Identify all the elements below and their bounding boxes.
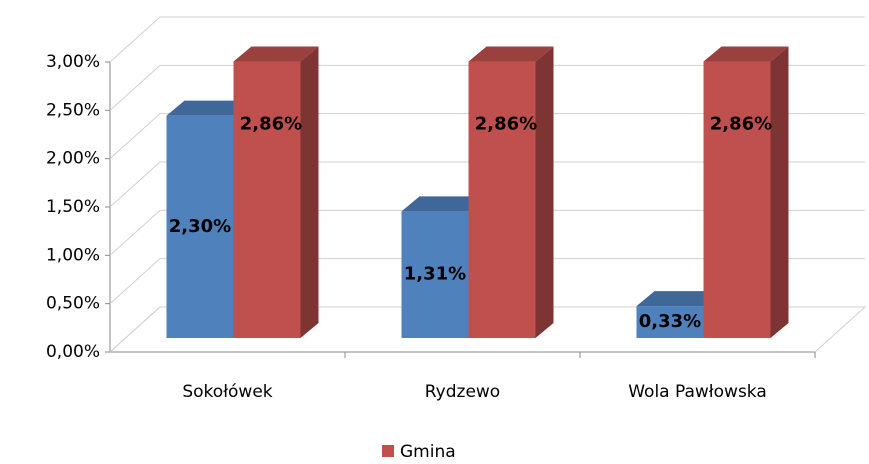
bar-side — [770, 46, 789, 339]
data-label: 2,86% — [710, 114, 772, 135]
grid-line — [109, 113, 865, 160]
data-label: 2,30% — [169, 216, 231, 237]
bar-side — [535, 46, 554, 339]
bar — [401, 211, 469, 338]
x-tick-label: Sokołówek — [182, 382, 272, 402]
bar-top — [233, 46, 319, 62]
data-label: 1,31% — [404, 264, 466, 285]
bar — [233, 61, 301, 339]
legend-label: Gmina — [400, 442, 456, 460]
y-tick-label: 2,50% — [46, 100, 100, 120]
bar-top — [401, 196, 487, 212]
grid-line — [109, 258, 865, 305]
bar-top — [166, 100, 252, 116]
legend-swatch — [382, 445, 394, 457]
y-tick-label: 1,50% — [46, 197, 100, 217]
grid-line — [109, 161, 865, 208]
bar-top — [636, 291, 722, 307]
bar-side — [300, 46, 319, 339]
grid-line — [109, 209, 865, 256]
y-tick-label: 2,00% — [46, 149, 100, 169]
grid-line — [109, 306, 865, 353]
bar — [636, 306, 704, 338]
grid-line — [109, 64, 865, 111]
data-label: 0,33% — [639, 311, 701, 332]
bar — [468, 61, 536, 339]
bar — [166, 115, 234, 339]
y-tick-label: 1,00% — [46, 245, 100, 265]
x-tick-label: Wola Pawłowska — [628, 382, 767, 402]
data-label: 2,86% — [240, 114, 302, 135]
bar-top — [468, 46, 554, 62]
y-tick-label: 0,00% — [46, 342, 100, 362]
grid-line — [109, 16, 865, 63]
bar-top — [703, 46, 789, 62]
x-tick-label: Rydzewo — [425, 382, 500, 402]
data-label: 2,86% — [475, 114, 537, 135]
y-tick-label: 3,00% — [46, 52, 100, 72]
y-tick-label: 0,50% — [46, 294, 100, 314]
bar — [703, 61, 771, 339]
